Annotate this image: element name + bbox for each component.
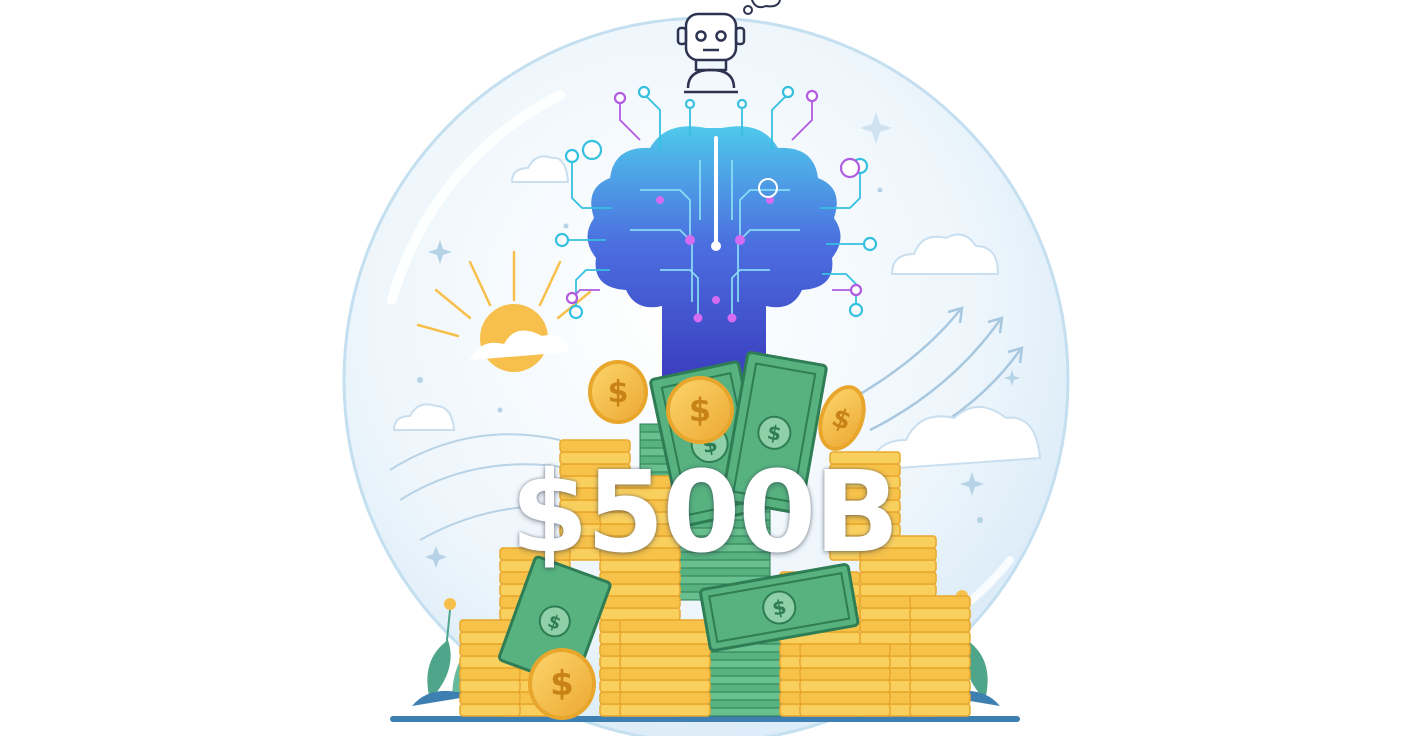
thought-bubble-icon [743,0,782,15]
svg-text:$: $ [770,594,788,620]
coin-stack-icon [799,643,891,717]
coin-stack-icon [909,595,971,717]
svg-text:$: $ [689,391,711,429]
robot-head-icon [676,12,746,94]
svg-text:$: $ [550,664,574,704]
sun-icon [416,250,592,372]
coin-stack-icon [619,619,711,717]
dollar-coin-icon: $ $ $ $ [528,360,866,720]
ground [390,716,1020,722]
brain-circuit-icon [554,85,878,386]
headline-amount: $500B [510,448,899,578]
svg-text:$: $ [765,420,783,446]
cloud-icon [392,155,1042,472]
svg-text:$: $ [608,375,629,410]
sparkle-icon [417,112,1020,568]
